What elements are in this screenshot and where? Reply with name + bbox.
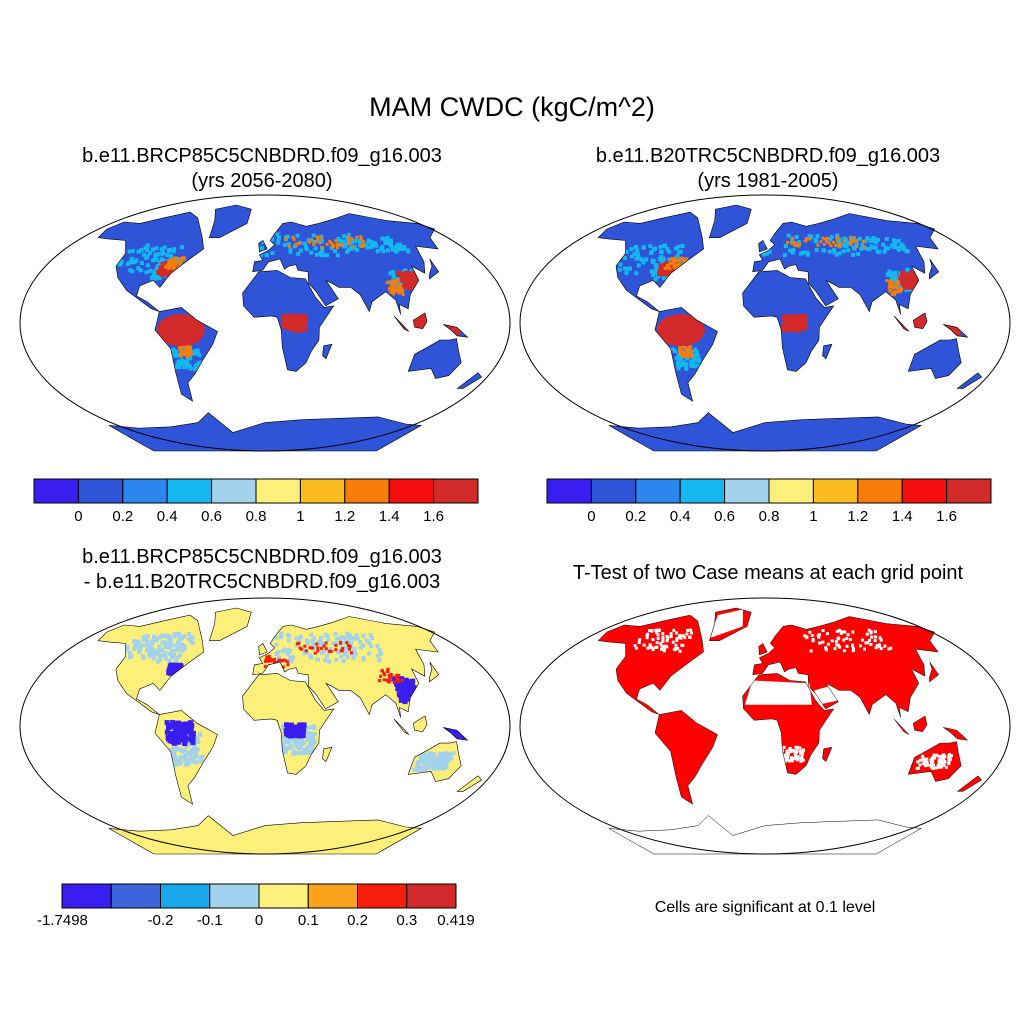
map-field xyxy=(98,608,482,854)
map-field xyxy=(598,608,982,805)
colorbar-swatch xyxy=(679,478,726,504)
colorbar-swatch xyxy=(110,883,161,909)
colorbar-swatch xyxy=(122,478,168,504)
colorbar-top-left-labels: 0 0.2 0.4 0.6 0.8 1 1.2 1.4 1.6 xyxy=(33,508,479,528)
colorbar-swatch xyxy=(635,478,681,504)
colorbar-swatch xyxy=(433,478,479,504)
colorbar-tick-label: -1.7498 xyxy=(37,912,88,929)
top-right-title-line2: (yrs 1981-2005) xyxy=(697,170,839,192)
top-left-title-line1: b.e11.BRCP85C5CNBDRD.f09_g16.003 xyxy=(82,145,442,167)
colorbar-tick-label: 0.4 xyxy=(669,508,691,525)
colorbar-tick-label: 0 xyxy=(587,508,596,525)
colorbar-swatch xyxy=(209,883,260,909)
colorbar-swatch xyxy=(590,478,637,504)
colorbar-swatch xyxy=(946,478,992,504)
map-boundary xyxy=(519,194,1011,452)
colorbar-swatch xyxy=(546,478,592,504)
colorbar-tick-label: 0.2 xyxy=(112,508,134,525)
colorbar-tick-label: 1.4 xyxy=(378,508,400,525)
colorbar-tick-label: 0.2 xyxy=(347,912,368,929)
colorbar-swatch xyxy=(768,478,814,504)
colorbar-tick-label: 1.4 xyxy=(891,508,913,525)
colorbar-top-right-labels: 0 0.2 0.4 0.6 0.8 1 1.2 1.4 1.6 xyxy=(546,508,992,528)
colorbar-swatch xyxy=(724,478,770,504)
colorbar-tick-label: 0 xyxy=(254,912,264,929)
top-right-title: b.e11.B20TRC5CNBDRD.f09_g16.003 (yrs 198… xyxy=(523,144,1013,194)
map-field xyxy=(598,205,982,451)
bottom-left-title-line2: - b.e11.B20TRC5CNBDRD.f09_g16.003 xyxy=(83,571,441,593)
colorbar-swatch xyxy=(406,883,457,909)
significance-note: Cells are significant at 0.1 level xyxy=(654,899,876,916)
top-left-title-line2: (yrs 2056-2080) xyxy=(191,170,333,192)
top-right-title-line1: b.e11.B20TRC5CNBDRD.f09_g16.003 xyxy=(595,145,941,167)
bottom-right-title: T-Test of two Case means at each grid po… xyxy=(572,562,964,584)
colorbar-tick-label: 1 xyxy=(296,508,305,525)
top-left-title: b.e11.BRCP85C5CNBDRD.f09_g16.003 (yrs 20… xyxy=(17,144,507,194)
colorbar-bottom-left xyxy=(61,883,457,909)
colorbar-tick-label: -0.1 xyxy=(196,912,223,929)
colorbar-swatch xyxy=(258,883,309,909)
map-field xyxy=(98,205,482,451)
colorbar-swatch xyxy=(77,478,124,504)
colorbar-tick-label: 0 xyxy=(74,508,83,525)
map-bottom-right xyxy=(519,597,1011,855)
colorbar-swatch xyxy=(61,883,112,909)
bottom-left-title-line1: b.e11.BRCP85C5CNBDRD.f09_g16.003 xyxy=(82,546,442,568)
map-boundary xyxy=(519,597,1011,855)
colorbar-swatch xyxy=(857,478,903,504)
colorbar-swatch xyxy=(33,478,79,504)
map-bottom-left xyxy=(19,597,511,855)
colorbar-tick-label: -0.2 xyxy=(147,912,174,929)
colorbar-tick-label: 0.6 xyxy=(714,508,736,525)
map-top-left xyxy=(19,194,511,452)
colorbar-tick-label: 0.8 xyxy=(758,508,780,525)
map-boundary xyxy=(19,597,511,855)
colorbar-swatch xyxy=(357,883,408,909)
colorbar-tick-label: 0.8 xyxy=(245,508,267,525)
colorbar-swatch xyxy=(211,478,257,504)
colorbar-tick-label: 0.3 xyxy=(396,912,418,929)
colorbar-tick-label: 1.2 xyxy=(847,508,869,525)
colorbar-top-right xyxy=(546,478,992,504)
main-title: MAM CWDC (kgC/m^2) xyxy=(369,92,655,122)
colorbar-tick-label: 1.2 xyxy=(334,508,356,525)
colorbar-top-left xyxy=(33,478,479,504)
colorbar-tick-label: 0.419 xyxy=(437,912,475,929)
colorbar-tick-label: 0.1 xyxy=(297,912,319,929)
bottom-left-title: b.e11.BRCP85C5CNBDRD.f09_g16.003 - b.e11… xyxy=(17,545,507,595)
colorbar-swatch xyxy=(160,883,211,909)
colorbar-swatch xyxy=(166,478,213,504)
map-boundary xyxy=(19,194,511,452)
colorbar-tick-label: 1.6 xyxy=(936,508,958,525)
colorbar-tick-label: 1.6 xyxy=(423,508,445,525)
colorbar-tick-label: 0.4 xyxy=(156,508,178,525)
colorbar-bottom-left-labels: -1.7498 -0.2 -0.1 0 0.1 0.2 0.3 0.419 xyxy=(37,912,475,932)
colorbar-swatch xyxy=(344,478,390,504)
colorbar-swatch xyxy=(901,478,948,504)
colorbar-swatch xyxy=(812,478,859,504)
colorbar-swatch xyxy=(307,883,358,909)
map-top-right xyxy=(519,194,1011,452)
colorbar-swatch xyxy=(299,478,346,504)
colorbar-tick-label: 0.6 xyxy=(201,508,223,525)
colorbar-swatch xyxy=(255,478,301,504)
colorbar-tick-label: 0.2 xyxy=(625,508,647,525)
colorbar-swatch xyxy=(388,478,435,504)
colorbar-tick-label: 1 xyxy=(809,508,818,525)
